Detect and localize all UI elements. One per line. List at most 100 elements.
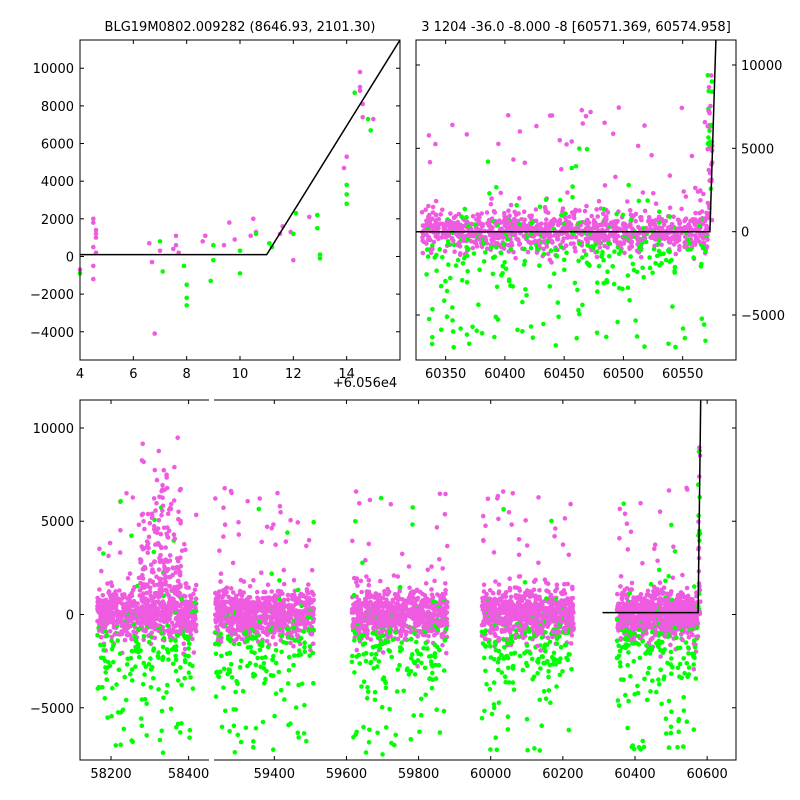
- data-point: [119, 631, 125, 637]
- data-point: [157, 602, 163, 607]
- data-point: [544, 596, 549, 601]
- data-point: [135, 583, 140, 589]
- data-point: [653, 260, 658, 266]
- data-point: [100, 593, 106, 598]
- panel-bottom: 58200 58400 59400 59600 59800 60000 60200 60400…: [30, 394, 737, 782]
- data-point: [107, 619, 113, 625]
- data-point: [427, 212, 432, 218]
- data-point: [438, 327, 444, 333]
- panel-top-right-title: 3 1204 -36.0 -8.000 -8 [60571.369, 60574…: [421, 20, 731, 35]
- data-point: [705, 124, 710, 129]
- data-point: [578, 223, 583, 228]
- data-point: [627, 245, 632, 250]
- data-point: [124, 615, 129, 621]
- data-point: [492, 220, 498, 226]
- data-point: [421, 646, 426, 651]
- data-point: [495, 493, 501, 499]
- data-point: [266, 608, 271, 613]
- data-point: [259, 570, 264, 575]
- data-point: [97, 605, 103, 611]
- data-point: [492, 254, 498, 259]
- data-point: [295, 587, 301, 593]
- data-point: [361, 652, 366, 657]
- data-point: [227, 650, 232, 656]
- data-point: [393, 608, 399, 614]
- data-point: [656, 248, 662, 254]
- data-point: [361, 633, 367, 638]
- data-point: [553, 526, 558, 531]
- data-point: [482, 636, 488, 642]
- data-point: [625, 199, 630, 204]
- data-point: [311, 597, 317, 603]
- data-point: [708, 73, 714, 78]
- data-point: [365, 635, 370, 640]
- data-point: [484, 210, 490, 215]
- data-point: [247, 622, 252, 628]
- data-point: [536, 656, 541, 662]
- data-point: [524, 293, 529, 298]
- data-point: [449, 236, 455, 241]
- data-point: [543, 630, 548, 635]
- data-point: [464, 215, 469, 220]
- data-point: [531, 587, 537, 593]
- data-point: [232, 237, 237, 242]
- data-point: [252, 612, 257, 618]
- data-point: [122, 604, 128, 610]
- data-point: [435, 626, 440, 632]
- data-point: [241, 579, 247, 584]
- data-point: [594, 249, 600, 254]
- data-point: [530, 335, 536, 341]
- data-point: [442, 619, 448, 624]
- data-point: [157, 737, 163, 743]
- data-point: [569, 165, 574, 171]
- data-point: [252, 620, 257, 626]
- data-point: [129, 593, 135, 599]
- data-point: [536, 495, 541, 500]
- data-point: [263, 589, 268, 595]
- data-point: [278, 687, 284, 693]
- data-point: [417, 729, 422, 735]
- data-point: [129, 533, 134, 538]
- data-point: [280, 629, 285, 634]
- data-point: [670, 304, 675, 309]
- data-point: [95, 595, 100, 601]
- data-point: [380, 632, 386, 638]
- data-point: [160, 644, 166, 650]
- data-point: [539, 635, 545, 640]
- data-point: [439, 235, 445, 240]
- data-point: [604, 217, 609, 223]
- data-point: [240, 688, 246, 694]
- data-point: [597, 240, 602, 246]
- data-point: [441, 595, 447, 600]
- data-point: [357, 88, 363, 94]
- data-point: [168, 610, 173, 615]
- y-tick-label: 2000: [41, 213, 74, 228]
- data-point: [699, 209, 705, 214]
- data-point: [641, 226, 646, 231]
- data-point: [359, 684, 364, 689]
- data-point: [245, 615, 250, 621]
- data-point: [366, 740, 372, 745]
- data-point: [256, 619, 262, 624]
- data-point: [146, 534, 152, 540]
- data-point: [448, 275, 453, 281]
- data-point: [288, 633, 294, 638]
- data-point: [430, 670, 435, 676]
- data-point: [430, 246, 435, 252]
- data-point: [149, 259, 155, 265]
- data-point: [501, 242, 507, 247]
- data-point: [429, 619, 435, 624]
- data-point: [429, 564, 434, 569]
- data-point: [380, 752, 385, 757]
- data-point: [416, 651, 421, 657]
- data-point: [521, 262, 527, 267]
- data-point: [388, 633, 393, 639]
- data-point: [544, 642, 550, 648]
- data-point: [121, 726, 127, 732]
- data-point: [542, 645, 547, 651]
- data-point: [676, 234, 682, 239]
- data-point: [95, 632, 100, 638]
- data-point: [297, 628, 302, 633]
- data-point: [398, 631, 404, 636]
- data-point: [517, 653, 523, 659]
